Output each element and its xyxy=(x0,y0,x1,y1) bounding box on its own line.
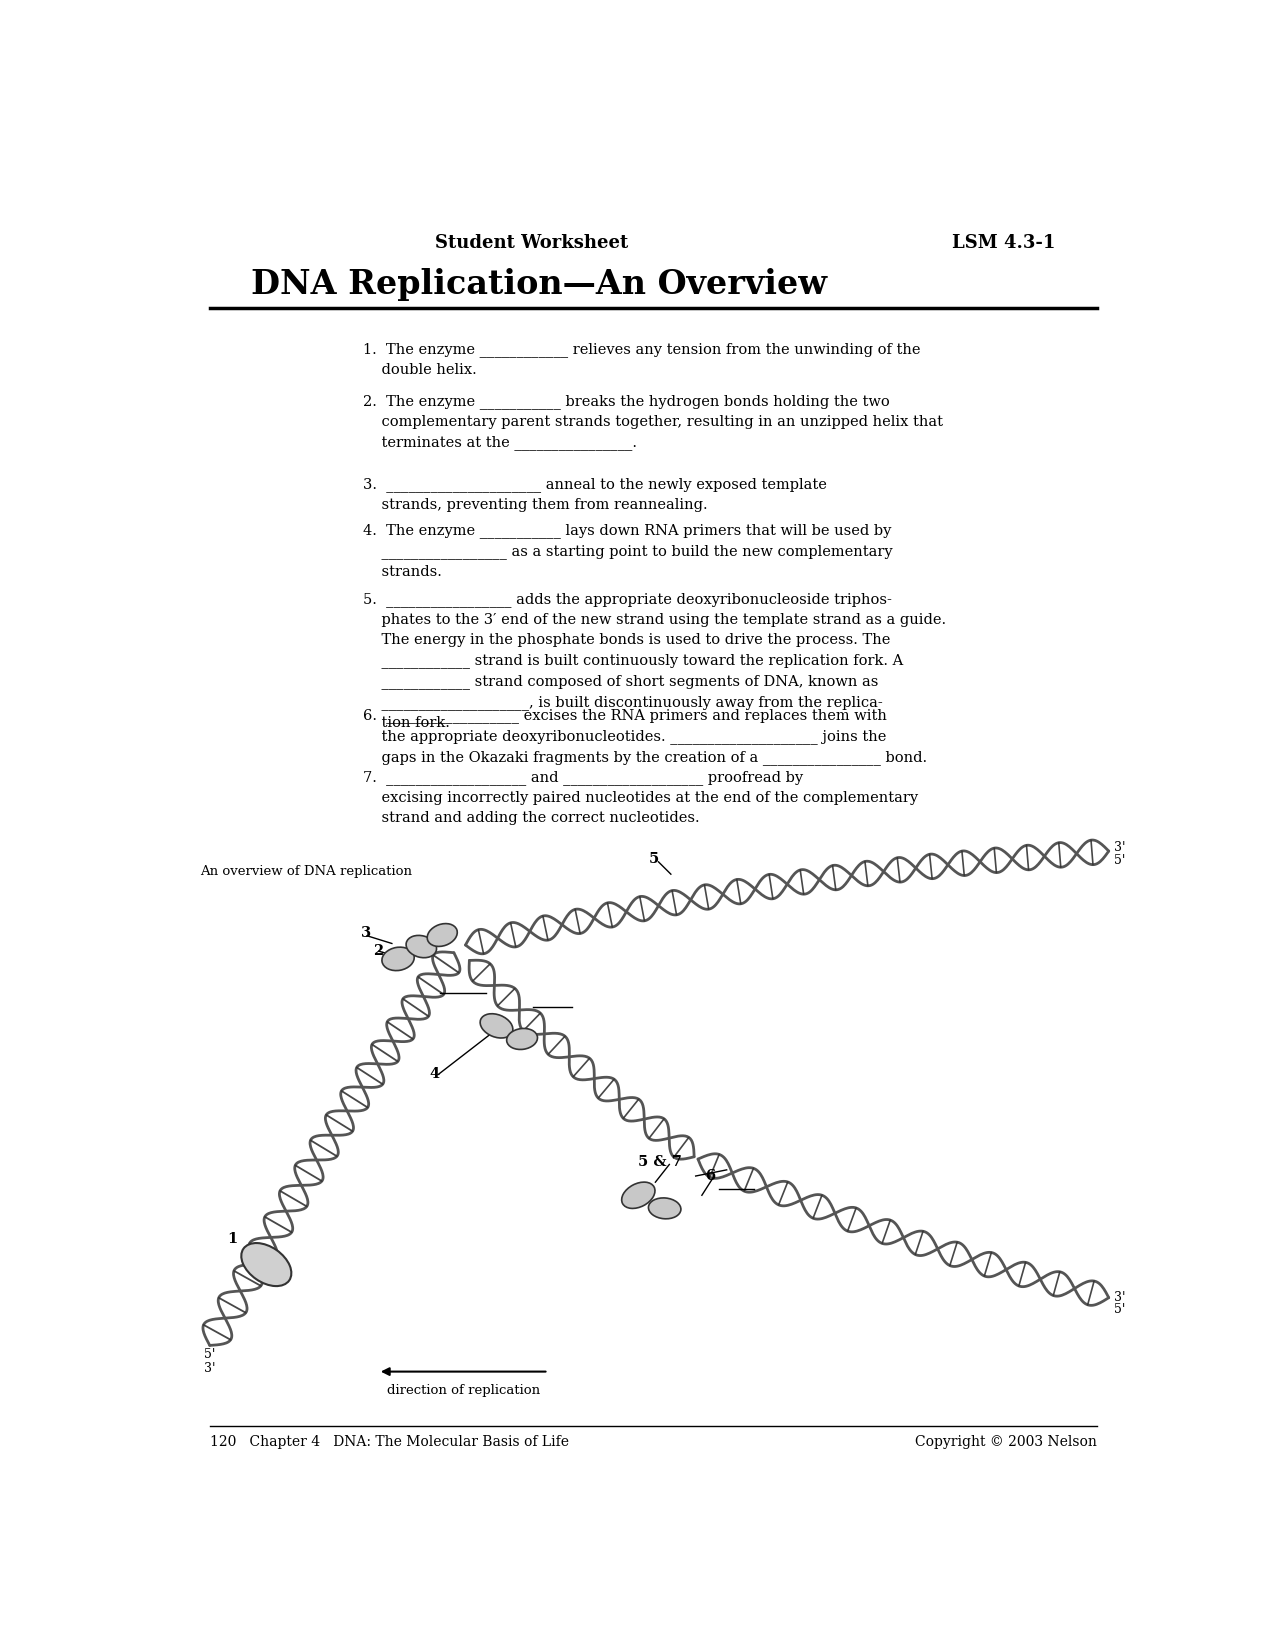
FancyArrowPatch shape xyxy=(382,1369,546,1375)
Ellipse shape xyxy=(407,936,436,958)
Ellipse shape xyxy=(506,1029,538,1050)
Ellipse shape xyxy=(427,923,458,946)
Ellipse shape xyxy=(649,1199,681,1218)
Text: 4: 4 xyxy=(430,1068,439,1081)
Ellipse shape xyxy=(241,1243,292,1286)
Ellipse shape xyxy=(382,948,414,971)
Text: LSM 4.3-1: LSM 4.3-1 xyxy=(952,234,1056,253)
Text: 5': 5' xyxy=(1114,1303,1126,1316)
Text: Copyright © 2003 Nelson: Copyright © 2003 Nelson xyxy=(915,1435,1096,1448)
Text: 6: 6 xyxy=(705,1169,715,1184)
Text: 1.  The enzyme ____________ relieves any tension from the unwinding of the
    d: 1. The enzyme ____________ relieves any … xyxy=(363,342,921,376)
Text: 2.  The enzyme ___________ breaks the hydrogen bonds holding the two
    complem: 2. The enzyme ___________ breaks the hyd… xyxy=(363,395,944,451)
Text: direction of replication: direction of replication xyxy=(386,1384,539,1397)
Text: 2: 2 xyxy=(374,944,384,958)
Text: 6.  __________________ excises the RNA primers and replaces them with
    the ap: 6. __________________ excises the RNA pr… xyxy=(363,708,927,764)
Text: 4.  The enzyme ___________ lays down RNA primers that will be used by
    ______: 4. The enzyme ___________ lays down RNA … xyxy=(363,523,892,580)
Text: 3.  _____________________ anneal to the newly exposed template
    strands, prev: 3. _____________________ anneal to the n… xyxy=(363,477,827,512)
Text: DNA Replication—An Overview: DNA Replication—An Overview xyxy=(251,267,827,300)
Text: 5': 5' xyxy=(204,1347,215,1360)
Text: 1: 1 xyxy=(227,1232,238,1247)
Text: 5.  _________________ adds the appropriate deoxyribonucleoside triphos-
    phat: 5. _________________ adds the appropriat… xyxy=(363,593,946,730)
Text: 5: 5 xyxy=(649,852,659,865)
Ellipse shape xyxy=(622,1182,655,1209)
Text: Student Worksheet: Student Worksheet xyxy=(435,234,629,253)
Text: 5': 5' xyxy=(1114,854,1126,867)
Text: 3': 3' xyxy=(1114,1291,1126,1304)
Text: 7.  ___________________ and ___________________ proofread by
    excising incorr: 7. ___________________ and _____________… xyxy=(363,771,918,826)
Text: 3: 3 xyxy=(361,926,371,939)
Text: 120   Chapter 4   DNA: The Molecular Basis of Life: 120 Chapter 4 DNA: The Molecular Basis o… xyxy=(210,1435,569,1448)
Text: 3': 3' xyxy=(204,1362,215,1375)
Text: 5 & 7: 5 & 7 xyxy=(639,1156,682,1169)
Text: An overview of DNA replication: An overview of DNA replication xyxy=(200,865,412,878)
Ellipse shape xyxy=(481,1014,513,1038)
Text: 3': 3' xyxy=(1114,840,1126,854)
